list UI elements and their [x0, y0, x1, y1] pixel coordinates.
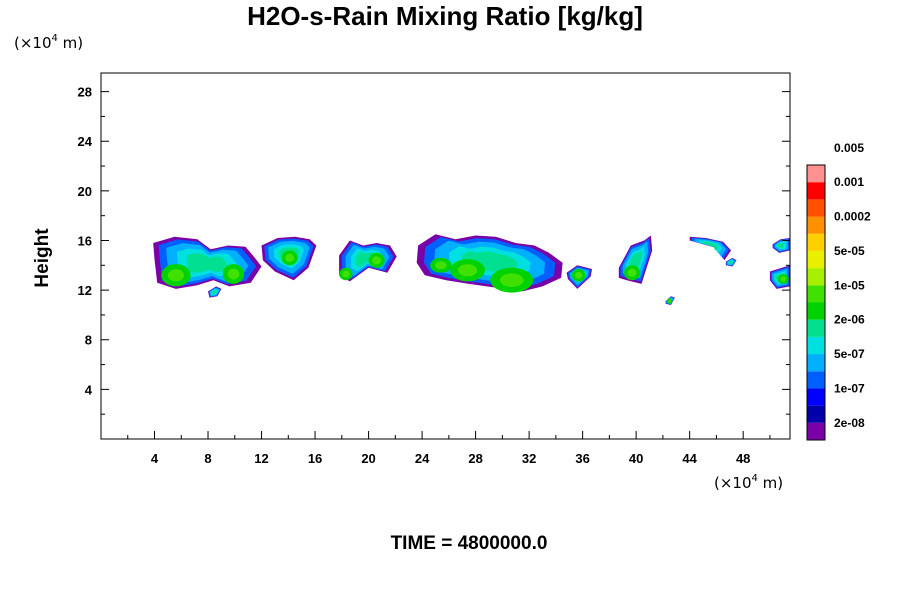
cloud-1: [153, 236, 262, 289]
y-tick-label: 24: [78, 134, 93, 149]
cloud-core: [668, 299, 672, 303]
y-axis-label: Height: [32, 228, 53, 288]
color-legend: 2e-08 1e-07 5e-07 2e-06 1e-05 5e-05 0.0002 0.00…: [806, 141, 871, 441]
x-tick-label: 40: [629, 451, 643, 466]
legend-swatch: [807, 216, 825, 234]
legend-label: 2e-06: [834, 313, 865, 327]
cloud-core: [227, 268, 240, 280]
cloud-core: [434, 261, 447, 270]
cloud-5: [566, 265, 592, 289]
legend-label: 2e-08: [834, 416, 865, 430]
y-tick-label: 8: [85, 333, 92, 348]
plot-frame: [100, 72, 791, 440]
cloud-core: [285, 253, 295, 262]
legend-swatch: [807, 165, 825, 183]
legend-swatch: [807, 354, 825, 372]
legend-swatch: [807, 319, 825, 337]
y-tick-label: 16: [78, 233, 92, 248]
legend-swatch: [807, 371, 825, 389]
legend-swatch: [807, 285, 825, 303]
legend-swatch: [807, 250, 825, 269]
cloud-7: [689, 236, 732, 261]
cloud-band: [629, 250, 642, 270]
legend-frame: [806, 164, 826, 441]
y-tick-label: 20: [78, 184, 92, 199]
cloud-core: [342, 270, 350, 278]
x-tick-label: 12: [254, 451, 268, 466]
x-unit-label: (×104 m): [714, 473, 783, 492]
x-tick-label: 28: [468, 451, 482, 466]
x-tick-label: 8: [204, 451, 211, 466]
cloud-9: [772, 238, 790, 253]
y-unit-label: (×104 m): [14, 33, 83, 52]
x-tick-label: 20: [361, 451, 375, 466]
x-tick-label: 44: [682, 451, 697, 466]
legend-label: 1e-05: [834, 278, 865, 292]
cloud-12: [725, 257, 737, 267]
cloud-3: [339, 240, 397, 282]
legend-label: 0.005: [834, 141, 864, 155]
y-tick-label: 4: [85, 382, 93, 397]
cloud-8: [769, 265, 790, 289]
x-tick-label: 48: [736, 451, 750, 466]
cloud-core: [780, 276, 787, 282]
legend-swatch: [807, 268, 825, 286]
cloud-core: [167, 269, 185, 282]
time-label: TIME = 4800000.0: [391, 533, 548, 554]
legend-swatch: [807, 405, 825, 423]
cloud-6: [618, 235, 653, 284]
cloud-band: [186, 253, 228, 273]
y-tick-label: 12: [78, 283, 92, 298]
x-tick-label: 24: [415, 451, 430, 466]
legend-label: 0.001: [834, 175, 864, 189]
legend-swatch: [807, 233, 825, 251]
cloud-core: [574, 271, 583, 279]
cloud-core: [627, 268, 637, 277]
chart-title: H2O-s-Rain Mixing Ratio [kg/kg]: [247, 1, 643, 31]
x-tick-label: 16: [308, 451, 322, 466]
legend-label: 5e-07: [834, 347, 865, 361]
x-tick-label: 36: [575, 451, 589, 466]
x-tick-label: 32: [522, 451, 536, 466]
legend-swatch: [807, 302, 825, 320]
cloud-core: [499, 273, 524, 288]
plot-area: [153, 234, 790, 305]
legend-swatch: [807, 422, 825, 440]
x-tick-label: 4: [151, 451, 159, 466]
cloud-band: [777, 242, 785, 249]
legend-swatch: [807, 336, 825, 355]
legend-label: 5e-05: [834, 244, 865, 258]
legend-swatch: [807, 182, 825, 200]
cloud-4: [416, 234, 563, 293]
legend-label: 0.0002: [834, 210, 871, 224]
cloud-core: [458, 264, 478, 277]
legend-swatch: [807, 199, 825, 217]
cloud-band: [728, 260, 733, 264]
legend-swatch: [807, 388, 825, 406]
cloud-core: [372, 256, 382, 265]
cloud-band: [702, 241, 719, 251]
cloud-2: [261, 236, 317, 281]
y-tick-label: 28: [78, 85, 92, 100]
cloud-10: [208, 286, 222, 298]
legend-label: 1e-07: [834, 381, 865, 395]
cloud-11: [665, 296, 675, 305]
cloud-band: [212, 289, 218, 295]
